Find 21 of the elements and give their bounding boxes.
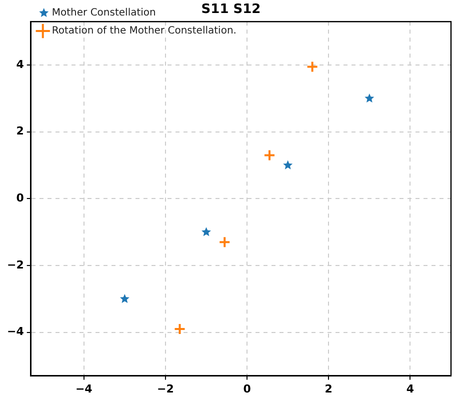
legend-label: Mother Constellation (52, 8, 156, 19)
y-tick-label: 0 (16, 192, 24, 205)
point (263, 149, 276, 162)
x-tick-label: 0 (243, 382, 252, 396)
legend-label: Rotation of the Mother Constellation. (52, 26, 236, 37)
x-tick-label: 4 (406, 382, 414, 396)
point (120, 294, 130, 303)
y-tick-label: −2 (6, 258, 24, 272)
y-tick-label: 4 (16, 58, 24, 71)
point (218, 236, 231, 248)
y-tick-label: 2 (16, 124, 24, 138)
point (283, 160, 293, 170)
x-tick-label: −4 (75, 382, 93, 396)
x-tick-label: −2 (157, 382, 174, 396)
x-tick-label: 2 (324, 382, 332, 396)
point (306, 60, 318, 73)
point (364, 93, 374, 102)
chart-title: S11 S12 (201, 2, 261, 18)
y-tick-label: −4 (6, 325, 24, 338)
point (202, 227, 212, 236)
point (174, 323, 186, 336)
